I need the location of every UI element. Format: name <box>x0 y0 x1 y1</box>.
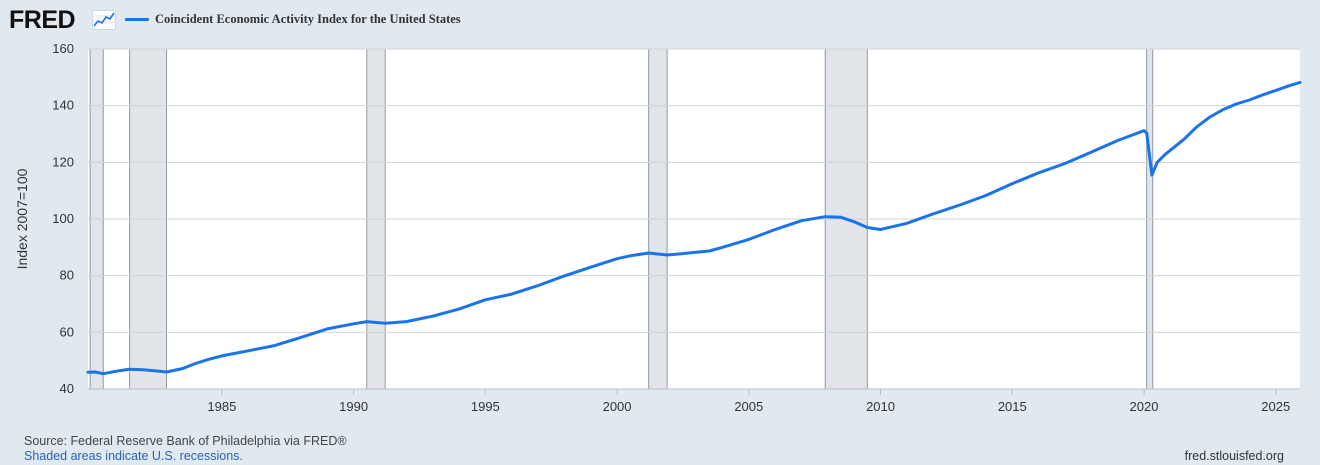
legend[interactable]: Coincident Economic Activity Index for t… <box>125 12 461 27</box>
y-tick-label-60: 60 <box>60 324 74 339</box>
axes: 40 60 80 100 120 140 160 1985 1990 1995 2000 2005 20… <box>52 41 1300 414</box>
x-tick-label-2025: 2025 <box>1261 399 1290 414</box>
x-tick-label-1995: 1995 <box>471 399 500 414</box>
fred-logo[interactable]: FRED <box>9 6 76 34</box>
y-axis-title: Index 2007=100 <box>14 168 30 269</box>
y-tick-label-140: 140 <box>52 98 74 113</box>
y-tick-label-120: 120 <box>52 154 74 169</box>
x-tick-label-2005: 2005 <box>734 399 763 414</box>
site-link[interactable]: fred.stlouisfed.org <box>1184 449 1284 463</box>
x-tick-label-1990: 1990 <box>339 399 368 414</box>
y-tick-label-40: 40 <box>60 381 74 396</box>
y-tick-label-160: 160 <box>52 41 74 56</box>
trend-graph-icon <box>92 10 116 30</box>
series-lines <box>86 80 1302 376</box>
recession-note[interactable]: Shaded areas indicate U.S. recessions. <box>24 449 243 463</box>
source-note: Source: Federal Reserve Bank of Philadel… <box>24 434 347 448</box>
legend-label: Coincident Economic Activity Index for t… <box>155 12 461 26</box>
x-tick-label-2000: 2000 <box>603 399 632 414</box>
y-tick-label-80: 80 <box>60 268 74 283</box>
legend-swatch <box>125 18 149 21</box>
x-tick-label-1985: 1985 <box>207 399 236 414</box>
chart-header: FRED Coincident Economic Activity Index … <box>0 0 1320 42</box>
x-tick-label-2010: 2010 <box>866 399 895 414</box>
x-tick-label-2015: 2015 <box>998 399 1027 414</box>
series-line-0 <box>86 80 1302 376</box>
x-tick-label-2020: 2020 <box>1130 399 1159 414</box>
gridlines <box>88 48 1300 333</box>
y-tick-label-100: 100 <box>52 211 74 226</box>
